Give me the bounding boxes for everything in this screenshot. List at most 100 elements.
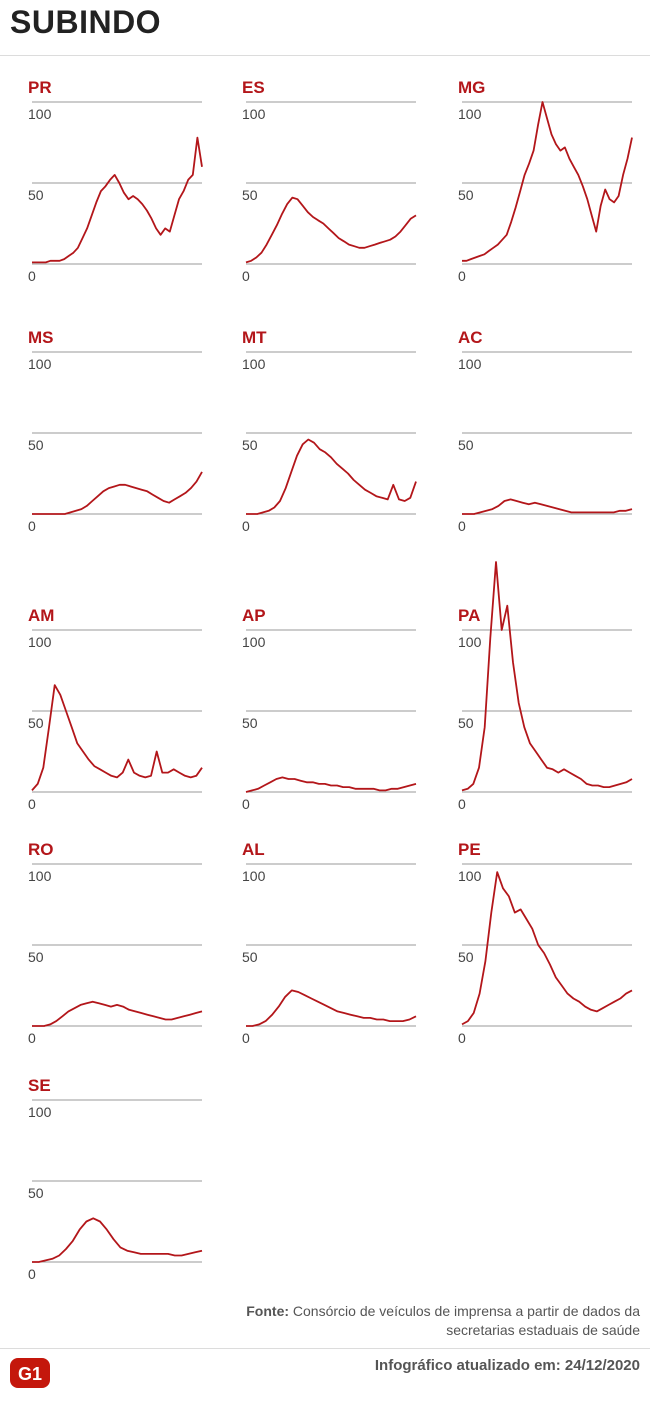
source-note: Fonte: Consórcio de veículos de imprensa… [220,1302,640,1340]
series-line [31,684,203,791]
y-tick-label: 100 [458,868,482,884]
updated-note: Infográfico atualizado em: 24/12/2020 [375,1357,640,1374]
series-line [32,1217,203,1263]
y-tick-label: 100 [28,356,52,372]
y-tick-label: 100 [28,868,52,884]
state-label: AP [242,606,266,625]
y-tick-label: 50 [242,437,258,453]
y-tick-label: 50 [458,715,474,731]
g1-logo: G1 [10,1358,50,1388]
y-tick-label: 50 [458,949,474,965]
state-label: MT [242,328,267,347]
state-label: RO [28,840,54,859]
state-label: MS [28,328,54,347]
chart-panel-mg: MG 100 50 0 [458,78,638,288]
line-chart: 100 50 0 [458,561,633,812]
logo-text: G1 [18,1364,42,1384]
y-tick-label: 0 [458,268,466,284]
state-label: AL [242,840,265,859]
chart-panel-es: ES 100 50 0 [242,78,422,288]
chart-panel-ro: RO 100 50 0 [28,840,208,1050]
y-tick-label: 0 [458,518,466,534]
y-tick-label: 50 [28,187,44,203]
y-tick-label: 100 [242,356,266,372]
chart-panel-al: AL 100 50 0 [242,840,422,1050]
line-chart: 100 50 0 [458,351,633,534]
y-tick-label: 100 [458,356,482,372]
y-tick-label: 0 [28,518,36,534]
y-tick-label: 100 [242,868,266,884]
state-label: SE [28,1076,51,1095]
line-chart: 100 50 0 [242,629,417,812]
series-line [245,196,417,264]
state-label: PE [458,840,481,859]
y-tick-label: 100 [28,634,52,650]
source-label: Fonte: [246,1303,290,1319]
y-tick-label: 0 [28,1266,36,1282]
line-chart: 100 50 0 [242,863,417,1046]
chart-panel-mt: MT 100 50 0 [242,328,422,538]
line-chart: 100 50 0 [458,863,633,1046]
y-tick-label: 50 [28,715,44,731]
chart-panel-ac: AC 100 50 0 [458,328,638,538]
chart-panel-pe: PE 100 50 0 [458,840,638,1050]
y-tick-label: 0 [28,1030,36,1046]
source-text: Consórcio de veículos de imprensa a part… [292,1303,640,1338]
y-tick-label: 50 [458,187,474,203]
state-label: AM [28,606,55,625]
y-tick-label: 0 [458,796,466,812]
updated-label: Infográfico atualizado em: [374,1357,561,1374]
series-line [246,438,417,515]
y-tick-label: 0 [28,796,36,812]
y-tick-label: 50 [28,949,44,965]
state-label: PR [28,78,52,97]
title-divider [0,55,650,56]
chart-panel-am: AM 100 50 0 [28,606,208,816]
chart-panel-pr: PR 100 50 0 [28,78,208,288]
state-label: ES [242,78,265,97]
y-tick-label: 0 [242,268,250,284]
y-tick-label: 100 [242,106,266,122]
series-line [32,1000,203,1027]
y-tick-label: 0 [28,268,36,284]
y-tick-label: 100 [458,634,482,650]
line-chart: 100 50 0 [242,101,417,284]
series-line [32,136,203,264]
y-tick-label: 0 [242,796,250,812]
y-tick-label: 50 [242,949,258,965]
chart-panel-ap: AP 100 50 0 [242,606,422,816]
y-tick-label: 100 [458,106,482,122]
series-line [462,498,633,515]
series-line [462,101,633,262]
y-tick-label: 100 [242,634,266,650]
series-line [32,471,203,515]
y-tick-label: 0 [458,1030,466,1046]
chart-panel-se: SE 100 50 0 [28,1076,208,1286]
y-tick-label: 50 [458,437,474,453]
y-tick-label: 50 [242,715,258,731]
line-chart: 100 50 0 [28,863,203,1046]
y-tick-label: 50 [242,187,258,203]
y-tick-label: 0 [242,518,250,534]
line-chart: 100 50 0 [28,351,203,534]
series-line [461,561,633,792]
line-chart: 100 50 0 [28,101,203,284]
state-label: AC [458,328,483,347]
line-chart: 100 50 0 [458,101,633,284]
series-line [461,871,633,1026]
footer-divider [0,1348,650,1349]
line-chart: 100 50 0 [28,629,203,812]
chart-panel-ms: MS 100 50 0 [28,328,208,538]
state-label: PA [458,606,481,625]
y-tick-label: 100 [28,106,52,122]
updated-date: 24/12/2020 [564,1357,640,1374]
series-line [245,776,417,793]
y-tick-label: 100 [28,1104,52,1120]
line-chart: 100 50 0 [28,1099,203,1282]
chart-panel-pa: PA 100 50 0 [458,561,638,816]
y-tick-label: 50 [28,437,44,453]
series-line [246,989,417,1027]
y-tick-label: 0 [242,1030,250,1046]
state-label: MG [458,78,486,97]
line-chart: 100 50 0 [242,351,417,534]
